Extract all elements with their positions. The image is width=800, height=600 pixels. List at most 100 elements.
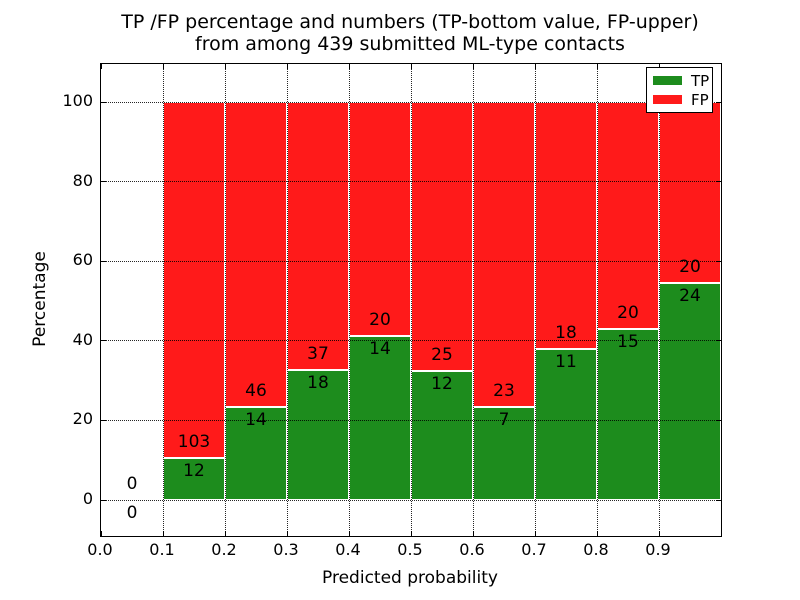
x-tick-mark	[410, 531, 412, 536]
chart-title: TP /FP percentage and numbers (TP-bottom…	[100, 11, 720, 55]
x-tick-label: 0.1	[149, 540, 175, 559]
legend-item-fp: FP	[653, 90, 709, 109]
legend: TP FP	[646, 67, 713, 113]
x-gridline	[348, 64, 350, 536]
y-tick-mark	[101, 499, 106, 501]
x-tick-label: 0.0	[87, 540, 113, 559]
x-tick-label: 0.8	[583, 540, 609, 559]
x-gridline	[472, 64, 474, 536]
tp-count-label: 7	[498, 410, 510, 431]
fp-bar	[287, 102, 349, 370]
legend-label-tp: TP	[691, 71, 710, 90]
tp-bar	[597, 329, 659, 500]
x-tick-mark	[286, 531, 288, 536]
x-tick-mark	[472, 64, 474, 69]
fp-count-label: 18	[555, 323, 577, 344]
y-tick-mark	[716, 260, 721, 262]
x-tick-label: 0.6	[459, 540, 485, 559]
fp-bar	[225, 102, 287, 408]
x-tick-mark	[534, 64, 536, 69]
y-tick-label: 80	[72, 170, 93, 190]
plot-area: 0 0 103 12 46 14 37 18 20 14 25 12 23 7 18 11 20 15 20 24	[100, 63, 722, 537]
x-tick-mark	[472, 531, 474, 536]
x-tick-label: 0.5	[397, 540, 423, 559]
x-tick-label: 0.3	[273, 540, 299, 559]
x-tick-mark	[596, 531, 598, 536]
tp-count-label: 0	[126, 503, 138, 523]
fp-count-label: 20	[679, 256, 701, 277]
y-tick-label: 0	[82, 489, 93, 508]
y-tick-mark	[101, 419, 106, 421]
tp-bar	[535, 349, 597, 500]
x-tick-mark	[286, 64, 288, 69]
x-tick-mark	[348, 531, 350, 536]
tp-count-label: 18	[307, 372, 329, 393]
chart-title-line-1: TP /FP percentage and numbers (TP-bottom…	[121, 11, 699, 33]
tp-count-label: 15	[617, 332, 639, 353]
tp-count-label: 11	[555, 352, 577, 373]
x-gridline	[658, 64, 660, 536]
tp-bar	[473, 407, 535, 500]
fp-count-label: 0	[126, 474, 138, 494]
x-gridline	[162, 64, 164, 536]
y-tick-mark	[716, 101, 721, 103]
x-tick-mark	[720, 64, 722, 69]
x-tick-mark	[720, 531, 722, 536]
x-tick-mark	[224, 64, 226, 69]
x-tick-mark	[534, 531, 536, 536]
tp-count-label: 14	[245, 410, 267, 431]
x-tick-mark	[100, 64, 102, 69]
x-tick-mark	[658, 64, 660, 69]
x-gridline	[286, 64, 288, 536]
y-tick-mark	[101, 260, 106, 262]
fp-color-swatch	[653, 95, 682, 104]
x-axis-label: Predicted probability	[322, 568, 498, 588]
x-tick-label: 0.7	[521, 540, 547, 559]
fp-bar	[411, 102, 473, 371]
fp-count-label: 46	[245, 381, 267, 402]
x-gridline	[410, 64, 412, 536]
fp-count-label: 23	[493, 381, 515, 402]
fp-bar	[163, 102, 225, 459]
fp-bar	[349, 102, 411, 337]
fp-bar	[535, 102, 597, 350]
x-tick-mark	[410, 64, 412, 69]
tp-count-label: 12	[431, 373, 453, 394]
x-tick-mark	[162, 64, 164, 69]
x-gridline	[224, 64, 226, 536]
fp-count-label: 20	[617, 303, 639, 324]
x-tick-mark	[596, 64, 598, 69]
tp-bar	[163, 458, 225, 500]
tp-count-label: 14	[369, 339, 391, 360]
fp-count-label: 37	[307, 343, 329, 364]
fp-count-label: 20	[369, 310, 391, 331]
tp-bar	[287, 369, 349, 500]
y-tick-mark	[716, 340, 721, 342]
y-tick-label: 40	[72, 329, 93, 349]
x-tick-mark	[224, 531, 226, 536]
y-axis-label: Percentage	[30, 251, 50, 347]
tp-bar	[225, 407, 287, 500]
fp-bar	[659, 102, 721, 283]
y-tick-mark	[716, 181, 721, 183]
tp-color-swatch	[653, 76, 682, 85]
chart-title-line-2: from among 439 submitted ML-type contact…	[195, 33, 625, 55]
x-tick-mark	[100, 531, 102, 536]
fp-count-label: 25	[431, 344, 453, 365]
tp-bar	[659, 282, 721, 500]
fp-bar	[473, 102, 535, 408]
y-tick-mark	[101, 181, 106, 183]
fp-bar	[597, 102, 659, 330]
legend-label-fp: FP	[691, 90, 709, 109]
y-tick-mark	[101, 340, 106, 342]
legend-item-tp: TP	[653, 71, 710, 90]
y-tick-label: 20	[72, 409, 93, 429]
y-tick-mark	[716, 499, 721, 501]
y-tick-label: 60	[72, 250, 93, 270]
y-tick-mark	[716, 419, 721, 421]
fp-count-label: 103	[177, 432, 211, 453]
x-tick-label: 0.9	[645, 540, 671, 559]
tp-count-label: 12	[183, 461, 205, 482]
x-tick-mark	[348, 64, 350, 69]
